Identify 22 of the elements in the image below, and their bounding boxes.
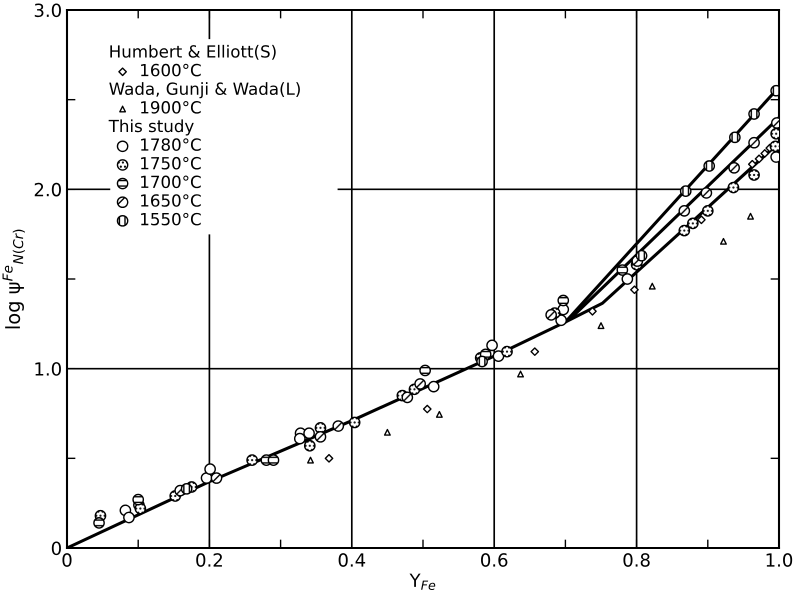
legend-label: 1650°C (141, 194, 201, 207)
legend-label: 1600°C (141, 64, 201, 76)
x-tick-label: 0.4 (338, 553, 366, 567)
x-axis-title: Y$_{Fe}$ (410, 574, 436, 590)
legend-label: 1780°C (141, 138, 201, 151)
legend-label: 1700°C (141, 176, 201, 188)
annotation: This study (108, 119, 194, 136)
x-tick-label: 1.0 (766, 553, 792, 567)
legend-label: 1750°C (141, 156, 201, 170)
y-tick-label: 1.0 (35, 362, 61, 376)
y-axis-title: log ψ$^{Fe}$$_{N(Cr)}$ (2, 230, 25, 328)
y-tick-label: 3.0 (34, 3, 61, 18)
legend-label: 1550°C (141, 212, 201, 226)
x-tick-label: 0 (62, 553, 72, 567)
annotation: Humbert & Elliott(S) (110, 44, 276, 60)
y-tick-label: 0 (52, 541, 61, 556)
x-tick-label: 0.8 (623, 553, 650, 567)
legend-label: 1900°C (141, 101, 201, 114)
x-tick-label: 0.6 (481, 553, 508, 567)
y-tick-label: 2.0 (34, 182, 61, 196)
x-tick-label: 0.2 (196, 553, 222, 567)
annotation: Wada, Gunji & Wada(L) (109, 82, 300, 98)
